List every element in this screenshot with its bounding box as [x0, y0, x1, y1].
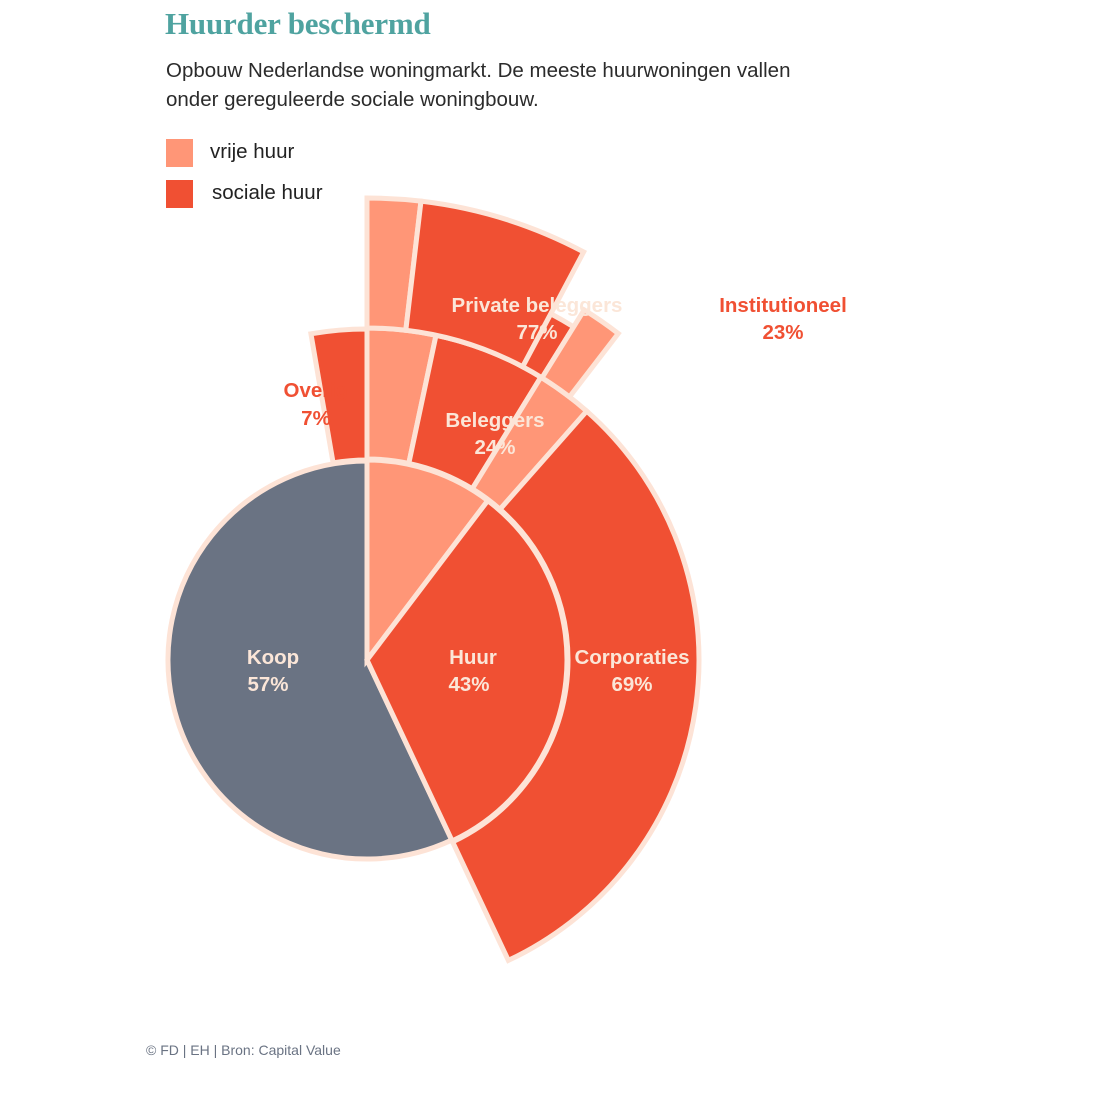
- label-overig: Overig: [284, 379, 349, 402]
- chart-labels: Koop 57% Huur 43% Corporaties 69% Belegg…: [247, 294, 847, 696]
- wedge-corporaties-sociale-huur: [449, 407, 702, 964]
- label-huur: Huur: [449, 646, 497, 669]
- legend-label-vrije-huur: vrije huur: [210, 140, 295, 163]
- label-institutioneel: Institutioneel: [719, 294, 847, 317]
- chart-subtitle: Opbouw Nederlandse woningmarkt. De meest…: [166, 59, 791, 111]
- value-koop: 57%: [247, 673, 288, 696]
- value-huur: 43%: [448, 673, 489, 696]
- chart-wedges: [165, 195, 702, 964]
- wedge-institutioneel-vrije-huur: [538, 306, 622, 401]
- value-private-beleggers: 77%: [516, 321, 557, 344]
- label-beleggers: Beleggers: [445, 409, 544, 432]
- label-private-beleggers: Private beleggers: [452, 294, 623, 317]
- value-overig: 7%: [301, 407, 331, 430]
- wedge-private-beleggers-sociale-huur: [403, 198, 588, 371]
- wedge-koop: [165, 458, 456, 862]
- chart-title: Huurder beschermd: [165, 6, 431, 41]
- value-corporaties: 69%: [611, 673, 652, 696]
- legend-label-sociale-huur: sociale huur: [212, 181, 323, 204]
- label-corporaties: Corporaties: [574, 646, 689, 669]
- legend-swatch-sociale-huur: [166, 180, 193, 208]
- source-footer: © FD | EH | Bron: Capital Value: [146, 1042, 341, 1058]
- label-koop: Koop: [247, 646, 299, 669]
- legend-swatch-vrije-huur: [166, 139, 193, 167]
- value-institutioneel: 23%: [762, 321, 803, 344]
- value-beleggers: 24%: [474, 436, 515, 459]
